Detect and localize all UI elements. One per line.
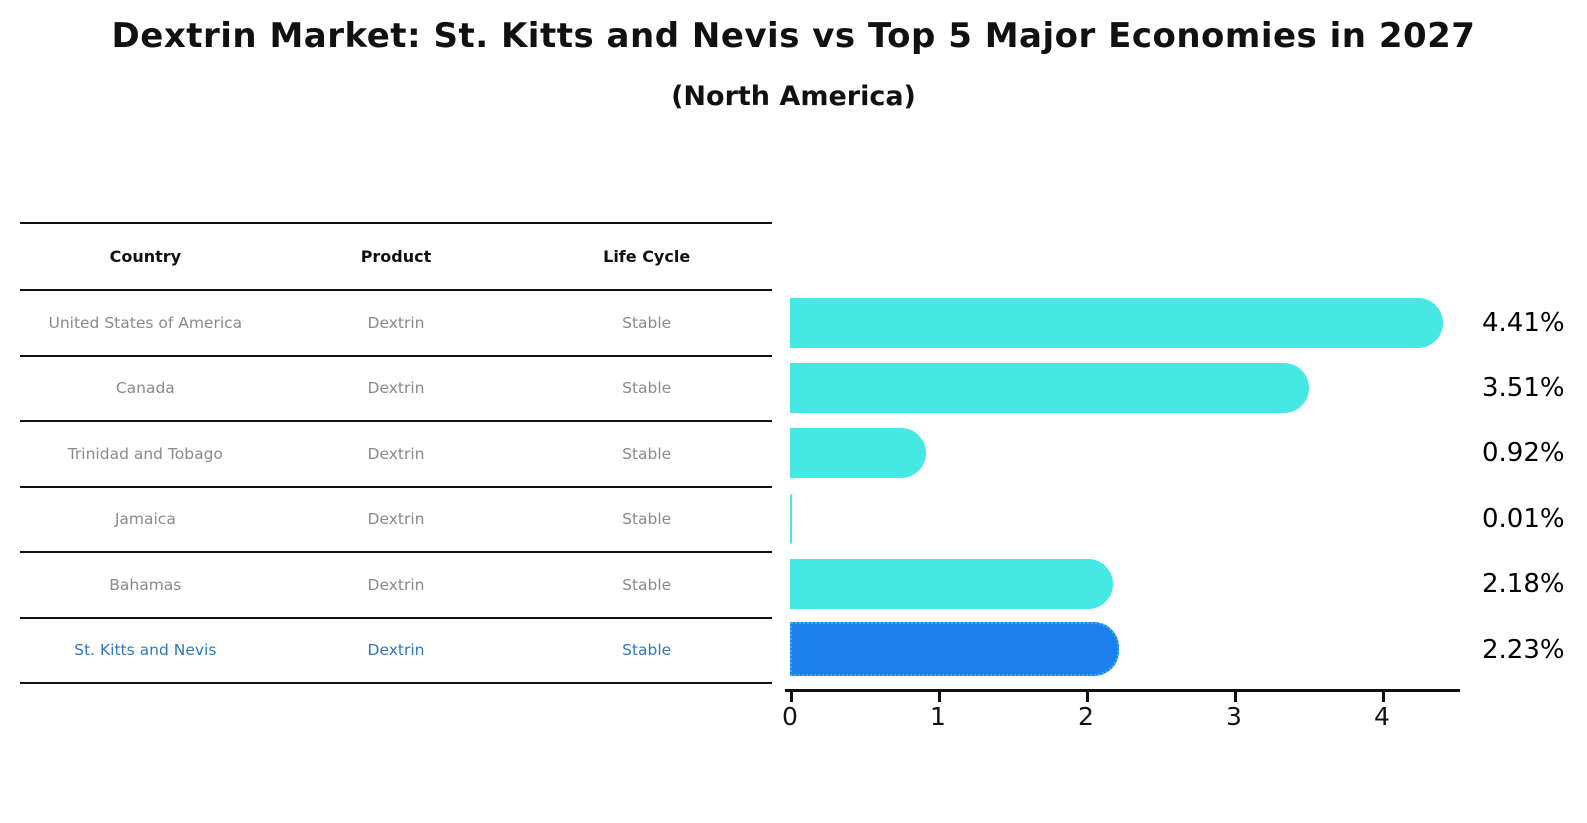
bar-value-label: 4.41%: [1482, 307, 1565, 338]
bar: [790, 559, 1113, 610]
cell-product: Dextrin: [367, 379, 425, 398]
country-table: Country Product Life Cycle United States…: [20, 222, 772, 684]
cell-country: United States of America: [48, 313, 243, 332]
column-header-product: Product: [360, 247, 432, 266]
x-axis-line: [785, 689, 1460, 692]
bar: [790, 428, 927, 479]
bar-value-label: 0.92%: [1482, 438, 1565, 469]
chart-title: Dextrin Market: St. Kitts and Nevis vs T…: [111, 16, 1476, 56]
x-axis-tick: [1382, 692, 1385, 702]
table-row: United States of America Dextrin Stable: [20, 291, 772, 357]
table-row: Canada Dextrin Stable: [20, 357, 772, 422]
x-axis-tick-label: 3: [1226, 702, 1242, 731]
cell-lifecycle: Stable: [622, 379, 672, 398]
table-row: St. Kitts and Nevis Dextrin Stable: [20, 619, 772, 684]
x-axis-tick-label: 2: [1078, 702, 1094, 731]
x-axis-tick: [1086, 692, 1089, 702]
cell-country: Bahamas: [109, 575, 182, 594]
table-header-row: Country Product Life Cycle: [20, 224, 772, 291]
x-axis-tick: [790, 692, 793, 702]
table-row: Jamaica Dextrin Stable: [20, 488, 772, 553]
cell-country: Jamaica: [114, 510, 176, 529]
cell-country: Canada: [115, 379, 175, 398]
bar: [790, 493, 792, 544]
bar-value-label: 2.18%: [1482, 569, 1565, 600]
chart-subtitle: (North America): [671, 81, 916, 112]
x-axis-tick-label: 1: [930, 702, 946, 731]
table-row: Bahamas Dextrin Stable: [20, 553, 772, 619]
cell-lifecycle: Stable: [622, 313, 672, 332]
cell-country: St. Kitts and Nevis: [74, 641, 217, 660]
cell-product: Dextrin: [367, 641, 425, 660]
cell-product: Dextrin: [367, 510, 425, 529]
x-axis-tick-label: 4: [1374, 702, 1390, 731]
cell-product: Dextrin: [367, 444, 425, 463]
bar-value-label: 2.23%: [1482, 634, 1565, 665]
bar: [790, 362, 1310, 413]
x-axis-tick: [938, 692, 941, 702]
column-header-country: Country: [109, 247, 182, 266]
bar: [790, 297, 1443, 348]
cell-country: Trinidad and Tobago: [67, 444, 223, 463]
cell-product: Dextrin: [367, 575, 425, 594]
cell-lifecycle: Stable: [622, 641, 672, 660]
cell-lifecycle: Stable: [622, 510, 672, 529]
bar-value-label: 0.01%: [1482, 503, 1565, 534]
table-row: Trinidad and Tobago Dextrin Stable: [20, 422, 772, 488]
bar-highlight: [790, 622, 1120, 676]
cell-product: Dextrin: [367, 313, 425, 332]
cell-lifecycle: Stable: [622, 575, 672, 594]
cell-lifecycle: Stable: [622, 444, 672, 463]
column-header-lifecycle: Life Cycle: [603, 247, 691, 266]
x-axis-tick-label: 0: [782, 702, 798, 731]
x-axis-tick: [1234, 692, 1237, 702]
bar-value-label: 3.51%: [1482, 372, 1565, 403]
